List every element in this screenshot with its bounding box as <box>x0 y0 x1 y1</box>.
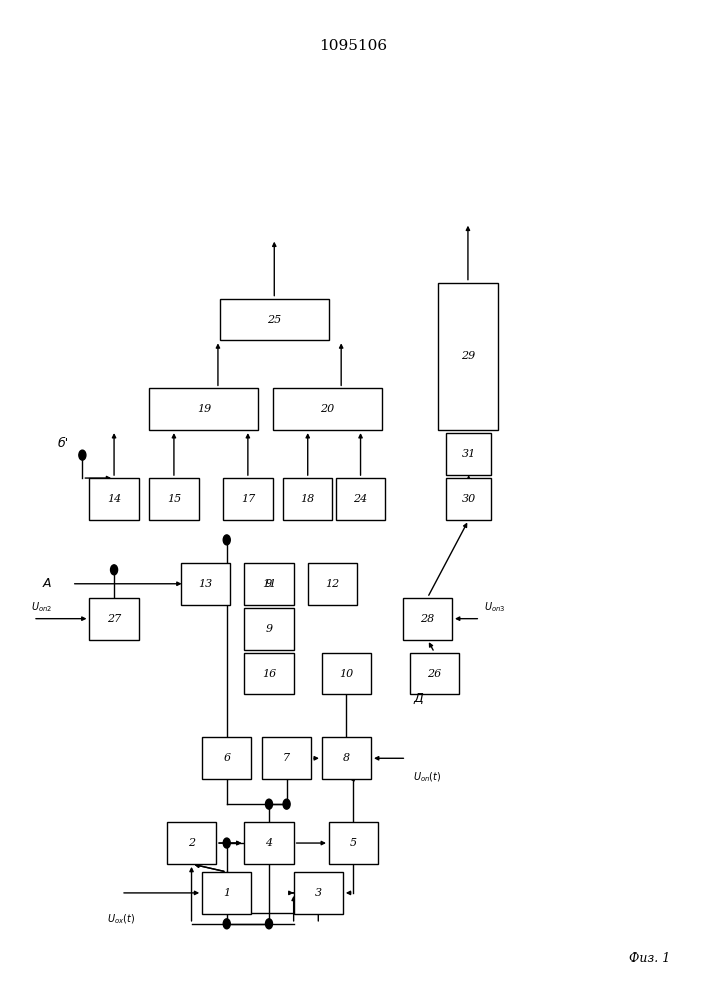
Circle shape <box>223 535 230 545</box>
FancyBboxPatch shape <box>438 283 498 430</box>
Text: 5: 5 <box>350 838 357 848</box>
Circle shape <box>223 919 230 929</box>
Text: 6: 6 <box>223 753 230 763</box>
FancyBboxPatch shape <box>220 299 329 340</box>
Text: 15: 15 <box>167 494 181 504</box>
FancyBboxPatch shape <box>245 608 293 650</box>
Text: 19: 19 <box>197 404 211 414</box>
FancyBboxPatch shape <box>272 388 382 430</box>
FancyBboxPatch shape <box>262 737 311 779</box>
Text: 28: 28 <box>421 614 435 624</box>
Text: $U_{ox}(t)$: $U_{ox}(t)$ <box>107 913 135 926</box>
Text: 7: 7 <box>283 753 290 763</box>
FancyBboxPatch shape <box>245 822 293 864</box>
FancyBboxPatch shape <box>322 737 371 779</box>
Text: б': б' <box>57 437 69 450</box>
Circle shape <box>110 565 117 575</box>
Text: 1: 1 <box>223 888 230 898</box>
Circle shape <box>265 799 272 809</box>
Text: A: A <box>42 577 51 590</box>
Text: $U_{on3}$: $U_{on3}$ <box>484 600 506 614</box>
FancyBboxPatch shape <box>446 433 491 475</box>
FancyBboxPatch shape <box>149 478 199 520</box>
Text: 16: 16 <box>262 669 276 679</box>
Text: 8: 8 <box>343 753 350 763</box>
Text: 4: 4 <box>265 838 273 848</box>
Text: 20: 20 <box>320 404 334 414</box>
Text: 14: 14 <box>107 494 121 504</box>
Text: 18: 18 <box>300 494 315 504</box>
FancyBboxPatch shape <box>223 478 272 520</box>
FancyBboxPatch shape <box>336 478 385 520</box>
FancyBboxPatch shape <box>89 478 139 520</box>
Text: $U_{on}(t)$: $U_{on}(t)$ <box>414 770 442 784</box>
Text: 31: 31 <box>462 449 476 459</box>
FancyBboxPatch shape <box>329 822 378 864</box>
Text: Физ. 1: Физ. 1 <box>629 952 670 965</box>
FancyBboxPatch shape <box>245 653 293 694</box>
Text: 1095106: 1095106 <box>320 39 387 53</box>
FancyBboxPatch shape <box>410 653 459 694</box>
FancyBboxPatch shape <box>202 872 252 914</box>
Text: 25: 25 <box>267 315 281 325</box>
Text: 10: 10 <box>339 669 354 679</box>
Text: $U_{on2}$: $U_{on2}$ <box>31 600 52 614</box>
FancyBboxPatch shape <box>446 478 491 520</box>
Circle shape <box>79 450 86 460</box>
Circle shape <box>265 919 272 929</box>
FancyBboxPatch shape <box>167 822 216 864</box>
Text: 17: 17 <box>241 494 255 504</box>
FancyBboxPatch shape <box>149 388 259 430</box>
Text: 3: 3 <box>315 888 322 898</box>
FancyBboxPatch shape <box>89 598 139 640</box>
Text: 26: 26 <box>427 669 442 679</box>
FancyBboxPatch shape <box>293 872 343 914</box>
Circle shape <box>283 799 290 809</box>
FancyBboxPatch shape <box>283 478 332 520</box>
Text: 24: 24 <box>354 494 368 504</box>
Text: 30: 30 <box>462 494 476 504</box>
FancyBboxPatch shape <box>403 598 452 640</box>
Text: 11: 11 <box>262 579 276 589</box>
FancyBboxPatch shape <box>245 563 293 605</box>
Text: 9: 9 <box>265 624 273 634</box>
FancyBboxPatch shape <box>308 563 357 605</box>
Text: 12: 12 <box>325 579 339 589</box>
FancyBboxPatch shape <box>181 563 230 605</box>
FancyBboxPatch shape <box>202 737 252 779</box>
Circle shape <box>223 838 230 848</box>
Text: Д: Д <box>414 692 423 705</box>
Text: 13: 13 <box>199 579 213 589</box>
Text: 2: 2 <box>188 838 195 848</box>
Text: 27: 27 <box>107 614 121 624</box>
Text: 29: 29 <box>461 351 475 361</box>
FancyBboxPatch shape <box>322 653 371 694</box>
Text: 9: 9 <box>266 579 272 589</box>
